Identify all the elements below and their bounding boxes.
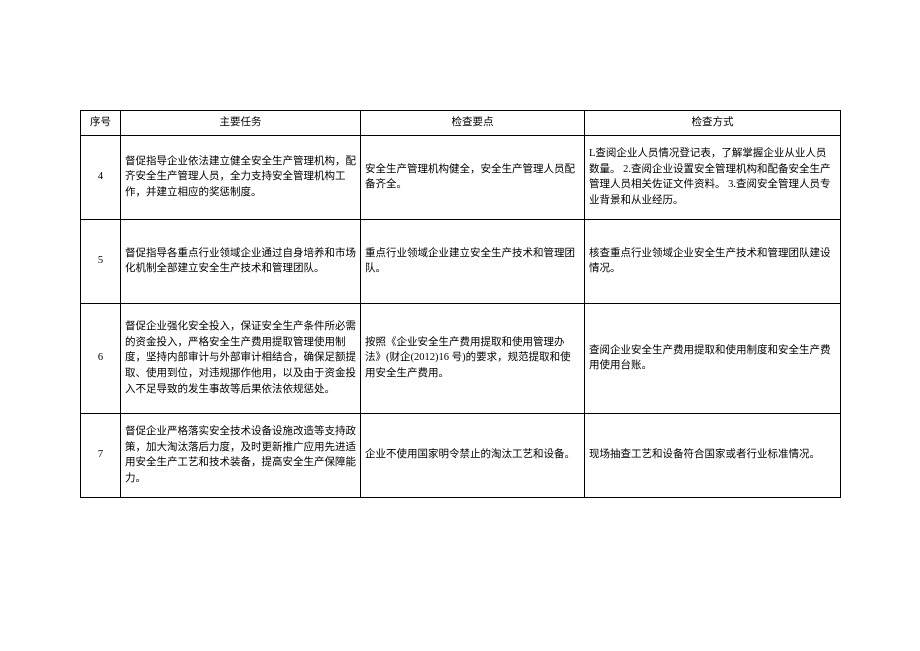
- table-row: 6 督促企业强化安全投入，保证安全生产条件所必需的资金投入，严格安全生产费用提取…: [81, 303, 841, 413]
- cell-point: 企业不使用国家明令禁止的淘汰工艺和设备。: [361, 413, 585, 497]
- cell-seq: 6: [81, 303, 121, 413]
- cell-task: 督促企业强化安全投入，保证安全生产条件所必需的资金投入，严格安全生产费用提取管理…: [121, 303, 361, 413]
- cell-task: 督促指导各重点行业领域企业通过自身培养和市场化机制全部建立安全生产技术和管理团队…: [121, 219, 361, 303]
- table-row: 7 督促企业严格落实安全技术设备设施改造等支持政策，加大淘汰落后力度，及时更新推…: [81, 413, 841, 497]
- table-header-row: 序号 主要任务 检查要点 检查方式: [81, 111, 841, 136]
- cell-method: 核查重点行业领域企业安全生产技术和管理团队建设情况。: [585, 219, 841, 303]
- table-row: 5 督促指导各重点行业领域企业通过自身培养和市场化机制全部建立安全生产技术和管理…: [81, 219, 841, 303]
- cell-seq: 4: [81, 135, 121, 219]
- header-seq: 序号: [81, 111, 121, 136]
- cell-method: 现场抽查工艺和设备符合国家或者行业标准情况。: [585, 413, 841, 497]
- cell-method: 查阅企业安全生产费用提取和使用制度和安全生产费用使用台账。: [585, 303, 841, 413]
- cell-seq: 5: [81, 219, 121, 303]
- cell-seq: 7: [81, 413, 121, 497]
- cell-point: 重点行业领域企业建立安全生产技术和管理团队。: [361, 219, 585, 303]
- cell-point: 按照《企业安全生产费用提取和使用管理办法》(财企(2012)16 号)的要求，规…: [361, 303, 585, 413]
- inspection-table: 序号 主要任务 检查要点 检查方式 4 督促指导企业依法建立健全安全生产管理机构…: [80, 110, 841, 498]
- header-task: 主要任务: [121, 111, 361, 136]
- cell-method: L查阅企业人员情况登记表，了解掌握企业从业人员数量。 2.查阅企业设置安全管理机…: [585, 135, 841, 219]
- header-point: 检查要点: [361, 111, 585, 136]
- cell-point: 安全生产管理机构健全，安全生产管理人员配备齐全。: [361, 135, 585, 219]
- table-row: 4 督促指导企业依法建立健全安全生产管理机构，配齐安全生产管理人员，全力支持安全…: [81, 135, 841, 219]
- header-method: 检查方式: [585, 111, 841, 136]
- cell-task: 督促企业严格落实安全技术设备设施改造等支持政策，加大淘汰落后力度，及时更新推广应…: [121, 413, 361, 497]
- cell-task: 督促指导企业依法建立健全安全生产管理机构，配齐安全生产管理人员，全力支持安全管理…: [121, 135, 361, 219]
